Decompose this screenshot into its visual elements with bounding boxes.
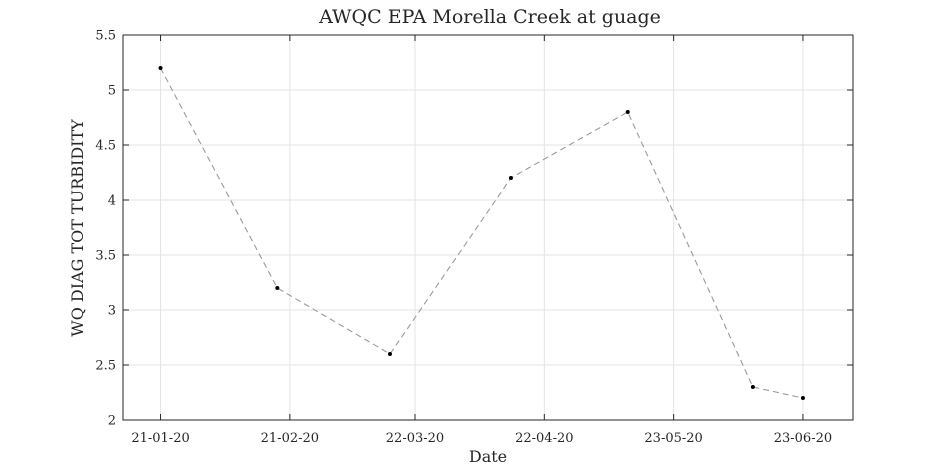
y-tick-label: 2 bbox=[108, 414, 116, 429]
x-tick-label: 21-01-20 bbox=[131, 431, 189, 446]
x-tick-label: 23-05-20 bbox=[644, 431, 702, 446]
x-tick-label: 22-03-20 bbox=[386, 431, 444, 446]
y-tick-label: 4 bbox=[108, 194, 116, 209]
x-tick-label: 23-06-20 bbox=[774, 431, 832, 446]
chart-title: AWQC EPA Morella Creek at guage bbox=[318, 6, 661, 28]
tick-layer: 2 2.5 3 3.5 4 4.5 5 5.5 21-01-20 21-02-20 22-03-20… bbox=[95, 29, 853, 446]
plot-area-frame bbox=[122, 34, 854, 421]
y-tick-label: 3 bbox=[108, 304, 116, 319]
data-point-marker bbox=[508, 176, 513, 180]
data-point-marker bbox=[625, 110, 630, 114]
y-tick-label: 4.5 bbox=[95, 139, 116, 154]
data-point-marker bbox=[800, 396, 805, 400]
x-tick-label: 22-04-20 bbox=[515, 431, 573, 446]
y-tick-label: 2.5 bbox=[95, 359, 116, 374]
x-axis-label: Date bbox=[469, 447, 507, 466]
y-tick-label: 3.5 bbox=[95, 249, 116, 264]
series-line bbox=[160, 67, 804, 399]
data-point-marker bbox=[158, 66, 163, 70]
data-point-marker bbox=[387, 352, 392, 356]
y-tick-label: 5.5 bbox=[95, 29, 116, 44]
data-point-marker bbox=[750, 385, 755, 389]
data-point-marker bbox=[275, 286, 280, 290]
x-tick-label: 21-02-20 bbox=[261, 431, 319, 446]
series-layer bbox=[158, 66, 805, 400]
y-axis-label: WQ DIAG TOT TURBIDITY bbox=[68, 119, 87, 337]
y-tick-label: 5 bbox=[108, 84, 116, 99]
grid-layer bbox=[123, 34, 853, 421]
